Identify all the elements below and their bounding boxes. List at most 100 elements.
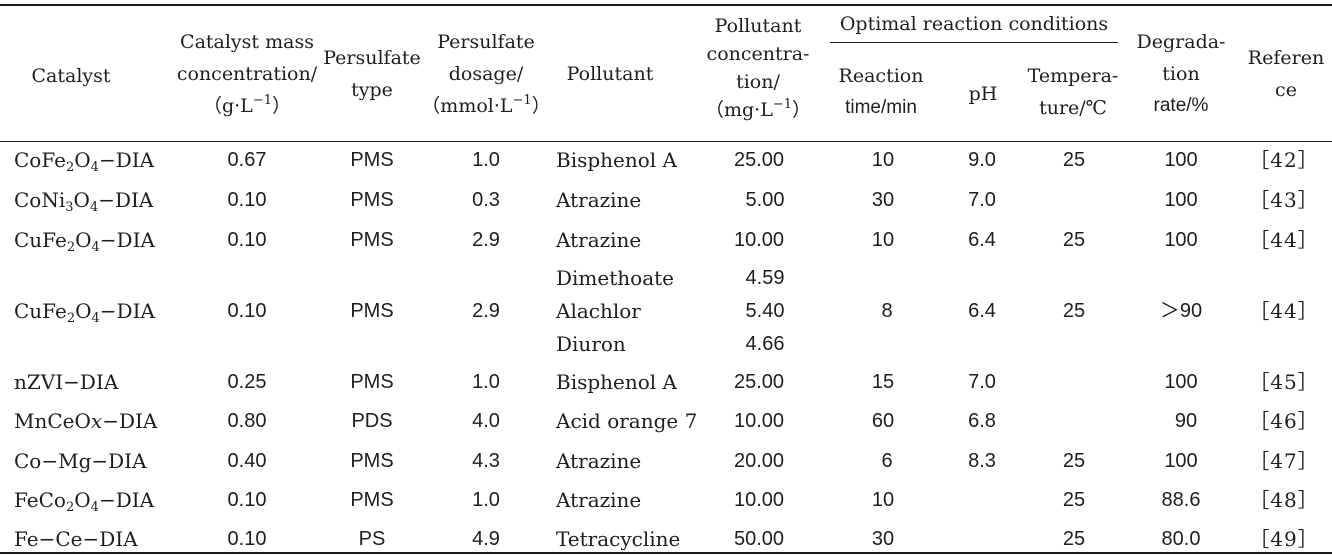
cell-reference: ［46］ bbox=[1249, 409, 1319, 433]
cell-concentration: 5.40 bbox=[745, 300, 785, 322]
cell-mass: 0.40 bbox=[227, 450, 267, 472]
optimal-conditions-rule bbox=[830, 42, 1118, 43]
header-reference: Referen ce bbox=[1247, 47, 1325, 101]
cell-concentration: 5.00 bbox=[745, 189, 785, 211]
cell-mass: 0.80 bbox=[227, 410, 267, 432]
cell-time: 15 bbox=[871, 371, 895, 393]
table-bottom-rule bbox=[0, 552, 1332, 554]
cell-persulfate-type: PS bbox=[358, 528, 386, 550]
cell-reference: ［49］ bbox=[1249, 527, 1319, 551]
header-persulfate-type: Persulfate type bbox=[323, 47, 421, 101]
cell-ph: 7.0 bbox=[968, 371, 996, 393]
cell-catalyst: Fe−Ce−DIA bbox=[14, 527, 138, 551]
cell-pollutant: Diuron bbox=[556, 332, 626, 356]
cell-persulfate-type: PMS bbox=[350, 450, 394, 472]
cell-concentration: 25.00 bbox=[733, 149, 785, 171]
header-persulfate-dosage: Persulfate dosage/ （mmol·L−1） bbox=[421, 31, 551, 117]
cell-concentration: 20.00 bbox=[733, 450, 785, 472]
cell-catalyst: CuFe2O4−DIA bbox=[14, 228, 155, 255]
cell-mass: 0.10 bbox=[227, 189, 267, 211]
header-catalyst: Catalyst bbox=[31, 65, 111, 87]
cell-concentration: 10.00 bbox=[733, 410, 785, 432]
cell-pollutant: Dimethoate bbox=[556, 266, 674, 290]
cell-persulfate-type: PMS bbox=[350, 300, 394, 322]
cell-dosage: 0.3 bbox=[472, 189, 500, 211]
cell-dosage: 2.9 bbox=[472, 229, 500, 251]
cell-degradation: 100 bbox=[1164, 149, 1198, 171]
cell-time: 30 bbox=[871, 189, 895, 211]
cell-reference: ［47］ bbox=[1249, 449, 1319, 473]
cell-time: 10 bbox=[871, 149, 895, 171]
cell-persulfate-type: PMS bbox=[350, 189, 394, 211]
cell-dosage: 1.0 bbox=[472, 489, 500, 511]
cell-catalyst: Co−Mg−DIA bbox=[14, 449, 147, 473]
cell-mass: 0.25 bbox=[227, 371, 267, 393]
header-pollutant-concentration: Pollutant concentra- tion/ （mg·L−1） bbox=[704, 15, 812, 121]
header-optimal-conditions: Optimal reaction conditions bbox=[839, 13, 1109, 35]
cell-catalyst: CoNi3O4−DIA bbox=[14, 188, 154, 215]
cell-time: 30 bbox=[871, 528, 895, 550]
cell-pollutant: Atrazine bbox=[556, 449, 642, 473]
cell-reference: ［48］ bbox=[1249, 488, 1319, 512]
header-pollutant: Pollutant bbox=[566, 63, 654, 85]
cell-time: 6 bbox=[881, 450, 893, 472]
cell-concentration: 4.66 bbox=[745, 333, 785, 355]
cell-degradation: 88.6 bbox=[1161, 489, 1201, 511]
cell-ph: 9.0 bbox=[968, 149, 996, 171]
cell-reference: ［42］ bbox=[1249, 148, 1319, 172]
cell-pollutant: Atrazine bbox=[556, 228, 642, 252]
cell-dosage: 1.0 bbox=[472, 149, 500, 171]
cell-mass: 0.10 bbox=[227, 489, 267, 511]
cell-degradation: 100 bbox=[1164, 450, 1198, 472]
cell-catalyst: CoFe2O4−DIA bbox=[14, 148, 155, 175]
cell-mass: 0.10 bbox=[227, 300, 267, 322]
cell-reference: ［43］ bbox=[1249, 188, 1319, 212]
cell-temperature: 25 bbox=[1062, 300, 1086, 322]
cell-dosage: 4.3 bbox=[472, 450, 500, 472]
cell-ph: 8.3 bbox=[968, 450, 996, 472]
cell-dosage: 4.0 bbox=[472, 410, 500, 432]
cell-degradation: 100 bbox=[1164, 371, 1198, 393]
cell-pollutant: Tetracycline bbox=[556, 527, 681, 551]
cell-pollutant: Alachlor bbox=[556, 299, 641, 323]
table-top-rule bbox=[0, 4, 1332, 6]
cell-catalyst: CuFe2O4−DIA bbox=[14, 299, 155, 326]
cell-temperature: 25 bbox=[1062, 450, 1086, 472]
cell-persulfate-type: PMS bbox=[350, 149, 394, 171]
cell-time: 10 bbox=[871, 489, 895, 511]
header-temperature: Tempera- ture/℃ bbox=[1027, 65, 1119, 119]
cell-mass: 0.10 bbox=[227, 229, 267, 251]
header-catalyst-mass: Catalyst mass concentration/ （g·L−1） bbox=[176, 31, 318, 117]
cell-degradation: 100 bbox=[1164, 229, 1198, 251]
cell-pollutant: Bisphenol A bbox=[556, 148, 677, 172]
cell-mass: 0.67 bbox=[227, 149, 267, 171]
cell-pollutant: Atrazine bbox=[556, 188, 642, 212]
cell-catalyst: MnCeOx−DIA bbox=[14, 409, 158, 433]
cell-temperature: 25 bbox=[1062, 528, 1086, 550]
cell-mass: 0.10 bbox=[227, 528, 267, 550]
cell-degradation: 100 bbox=[1164, 189, 1198, 211]
cell-catalyst: nZVI−DIA bbox=[14, 370, 119, 394]
cell-ph: 7.0 bbox=[968, 189, 996, 211]
cell-temperature: 25 bbox=[1062, 489, 1086, 511]
cell-pollutant: Bisphenol A bbox=[556, 370, 677, 394]
cell-catalyst: FeCo2O4−DIA bbox=[14, 488, 155, 515]
cell-persulfate-type: PMS bbox=[350, 371, 394, 393]
cell-temperature: 25 bbox=[1062, 149, 1086, 171]
cell-ph: 6.8 bbox=[968, 410, 996, 432]
cell-concentration: 10.00 bbox=[733, 489, 785, 511]
cell-pollutant: Atrazine bbox=[556, 488, 642, 512]
cell-degradation: 90 bbox=[1174, 410, 1198, 432]
cell-concentration: 50.00 bbox=[733, 528, 785, 550]
cell-time: 8 bbox=[881, 300, 893, 322]
header-degradation-rate: Degrada- tion rate/% bbox=[1136, 31, 1226, 116]
cell-persulfate-type: PDS bbox=[351, 410, 393, 432]
cell-concentration: 4.59 bbox=[745, 267, 785, 289]
cell-reference: ［45］ bbox=[1249, 370, 1319, 394]
cell-reference: ［44］ bbox=[1249, 299, 1319, 323]
cell-ph: 6.4 bbox=[968, 300, 996, 322]
cell-concentration: 10.00 bbox=[733, 229, 785, 251]
cell-dosage: 4.9 bbox=[472, 528, 500, 550]
cell-dosage: 2.9 bbox=[472, 300, 500, 322]
cell-time: 10 bbox=[871, 229, 895, 251]
